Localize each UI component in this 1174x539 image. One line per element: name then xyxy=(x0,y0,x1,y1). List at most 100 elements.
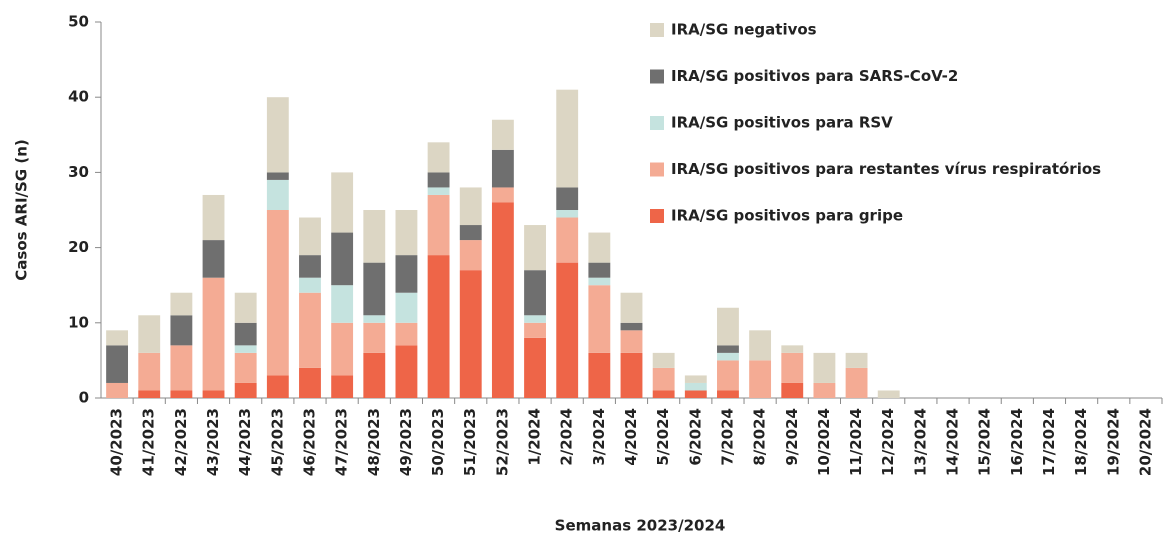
bar-segment xyxy=(588,352,611,398)
bar-segment xyxy=(395,292,418,323)
bar-segment xyxy=(331,375,354,398)
bar-segment xyxy=(652,390,675,398)
x-tick-label: 1/2024 xyxy=(526,408,544,466)
bar-segment xyxy=(524,322,546,338)
bar-segment xyxy=(266,375,289,398)
x-tick-label: 51/2023 xyxy=(461,408,479,476)
x-tick-label: 41/2023 xyxy=(140,408,158,476)
bar-segment xyxy=(331,232,354,286)
bar-segment xyxy=(459,225,482,241)
bar-segment xyxy=(491,202,514,398)
y-axis-label: Casos ARI/SG (n) xyxy=(13,139,31,280)
bar-segment xyxy=(459,240,482,271)
x-tick-label: 4/2024 xyxy=(622,408,640,466)
x-tick-label: 42/2023 xyxy=(172,408,190,476)
x-tick-label: 10/2024 xyxy=(815,408,833,476)
x-tick-label: 43/2023 xyxy=(204,408,222,476)
bar-segment xyxy=(459,187,482,226)
bar-segment xyxy=(170,345,193,391)
y-tick-label: 10 xyxy=(68,313,89,331)
bar-segment xyxy=(266,210,289,376)
bar-segment xyxy=(202,240,225,278)
bar-segment xyxy=(427,187,450,195)
bar-segment xyxy=(620,330,643,353)
bar-segment xyxy=(363,210,386,263)
bar-segment xyxy=(363,315,386,323)
x-tick-label: 20/2024 xyxy=(1136,408,1154,476)
x-tick-label: 45/2023 xyxy=(268,408,286,476)
bar-segment xyxy=(106,345,129,383)
bar-segment xyxy=(331,172,354,233)
x-tick-label: 46/2023 xyxy=(300,408,318,476)
x-tick-label: 15/2024 xyxy=(976,408,994,476)
bar-segment xyxy=(363,262,386,316)
x-tick-label: 18/2024 xyxy=(1072,408,1090,476)
bar-segment xyxy=(395,322,418,346)
x-tick-label: 12/2024 xyxy=(879,408,897,476)
legend-swatch xyxy=(650,69,664,84)
bar-segment xyxy=(556,187,579,210)
x-tick-label: 52/2023 xyxy=(493,408,511,476)
bar-segment xyxy=(395,255,418,293)
bar-segment xyxy=(781,345,804,353)
x-tick-label: 49/2023 xyxy=(397,408,415,476)
bar-segment xyxy=(813,382,836,398)
bar-segment xyxy=(524,225,546,271)
bar-segment xyxy=(234,322,257,346)
y-tick-label: 0 xyxy=(79,389,89,407)
legend-label: IRA/SG positivos para gripe xyxy=(671,207,903,225)
x-tick-label: 7/2024 xyxy=(718,408,736,466)
bar-segment xyxy=(491,119,514,150)
bar-segment xyxy=(717,390,739,398)
bar-segment xyxy=(138,390,161,398)
x-tick-label: 13/2024 xyxy=(911,408,929,476)
bar-segment xyxy=(170,292,193,316)
bar-segment xyxy=(234,382,257,398)
bar-segment xyxy=(588,277,611,286)
legend-swatch xyxy=(650,209,664,223)
x-tick-label: 3/2024 xyxy=(590,408,608,466)
bar-segment xyxy=(652,367,675,391)
bar-segment xyxy=(684,382,707,391)
bar-segment xyxy=(299,292,321,368)
bar-segment xyxy=(363,322,386,353)
bar-segment xyxy=(234,345,257,353)
bar-segment xyxy=(363,352,386,398)
bar-segment xyxy=(395,345,418,398)
bar-segment xyxy=(299,277,321,293)
bar-segment xyxy=(299,217,321,256)
x-tick-label: 50/2023 xyxy=(429,408,447,476)
bar-segment xyxy=(556,262,579,398)
bar-segment xyxy=(556,210,579,218)
bar-segment xyxy=(524,315,546,323)
legend-label: IRA/SG positivos para restantes vírus re… xyxy=(671,160,1101,178)
bar-segment xyxy=(588,285,611,353)
y-tick-label: 30 xyxy=(68,163,89,181)
x-tick-label: 44/2023 xyxy=(236,408,254,476)
bar-segment xyxy=(588,232,611,263)
bar-segment xyxy=(877,390,900,398)
bar-segment xyxy=(524,337,546,398)
bar-segment xyxy=(491,149,514,188)
bar-segment xyxy=(427,194,450,256)
bar-segment xyxy=(202,390,225,398)
bar-segment xyxy=(202,194,225,241)
bar-segment xyxy=(427,255,450,398)
x-tick-label: 6/2024 xyxy=(686,408,704,466)
bar-segment xyxy=(331,285,354,323)
bar-segment xyxy=(299,367,321,398)
bar-segment xyxy=(491,187,514,203)
bar-segment xyxy=(266,179,289,210)
x-tick-label: 11/2024 xyxy=(847,408,865,476)
x-tick-label: 19/2024 xyxy=(1104,408,1122,476)
bar-segment xyxy=(620,352,643,398)
x-tick-label: 5/2024 xyxy=(654,408,672,466)
bar-segment xyxy=(781,352,804,383)
legend-swatch xyxy=(650,116,664,130)
bar-segment xyxy=(106,330,129,346)
bar-segment xyxy=(620,292,643,323)
bar-segment xyxy=(524,270,546,316)
bar-segment xyxy=(813,352,836,383)
legend-swatch xyxy=(650,23,664,37)
bar-segment xyxy=(427,142,450,173)
